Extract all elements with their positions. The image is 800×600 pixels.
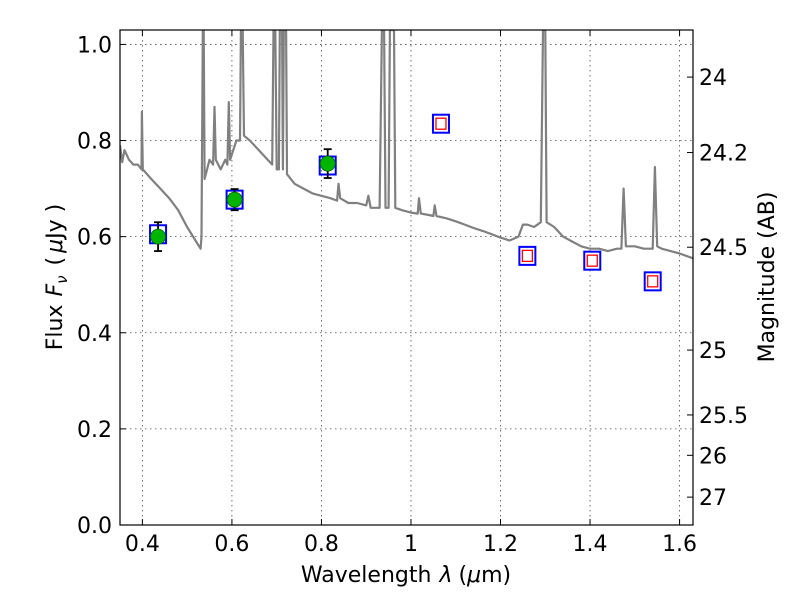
observed-point-0 (150, 228, 166, 245)
grid (120, 30, 693, 526)
right-tick-label-1: 24.2 (699, 142, 748, 167)
observed-point-2 (319, 155, 336, 172)
data-points (149, 113, 662, 292)
x-tick-label-4: 1.2 (483, 532, 518, 557)
y-tick-label-5: 1.0 (77, 33, 112, 58)
right-tick-label-6: 27 (699, 486, 727, 511)
plot-frame (119, 29, 694, 526)
y-tick-label-3: 0.6 (77, 226, 112, 251)
y-tick-label-4: 0.8 (77, 130, 112, 155)
y-tick-label-1: 0.2 (77, 418, 112, 443)
x-axis-title: Wavelength λ (μm) (301, 563, 511, 588)
predicted-box-2 (583, 250, 602, 271)
y-tick-label-2: 0.4 (77, 322, 112, 347)
predicted-box-3 (643, 271, 662, 292)
x-tick-label-5: 1.4 (573, 532, 608, 557)
right-tick-label-3: 25 (699, 339, 727, 364)
y-tick-label-0: 0.0 (77, 514, 112, 539)
axis-ticks: 0.4 0.6 0.8 1 1.2 1.4 1.6 0.0 0.2 0.4 0.6 0.8 1.0 24 2… (77, 30, 748, 557)
model-spectrum (120, 30, 693, 260)
predicted-marker-2 (586, 254, 598, 267)
predicted-marker-1 (521, 249, 534, 263)
x-tick-label-6: 1.6 (662, 532, 697, 557)
right-tick-label-0: 24 (699, 66, 727, 91)
predicted-marker-0 (435, 117, 447, 130)
x-tick-label-1: 0.6 (214, 532, 249, 557)
right-tick-label-5: 26 (699, 444, 727, 469)
x-tick-label-0: 0.4 (125, 532, 160, 557)
observed-point-1 (226, 191, 243, 208)
right-tick-label-2: 24.5 (699, 236, 748, 261)
predicted-marker-3 (647, 275, 659, 288)
y-axis-title-right: Magnitude (AB) (755, 192, 780, 363)
right-tick-label-4: 25.5 (699, 404, 748, 429)
spectrum-line (120, 30, 693, 260)
predicted-box-0 (431, 113, 450, 134)
x-tick-label-3: 1 (404, 532, 418, 557)
y-axis-title-left: FluxFν(μJy ) (43, 204, 71, 350)
x-tick-label-2: 0.8 (304, 532, 339, 557)
predicted-box-1 (518, 245, 537, 266)
